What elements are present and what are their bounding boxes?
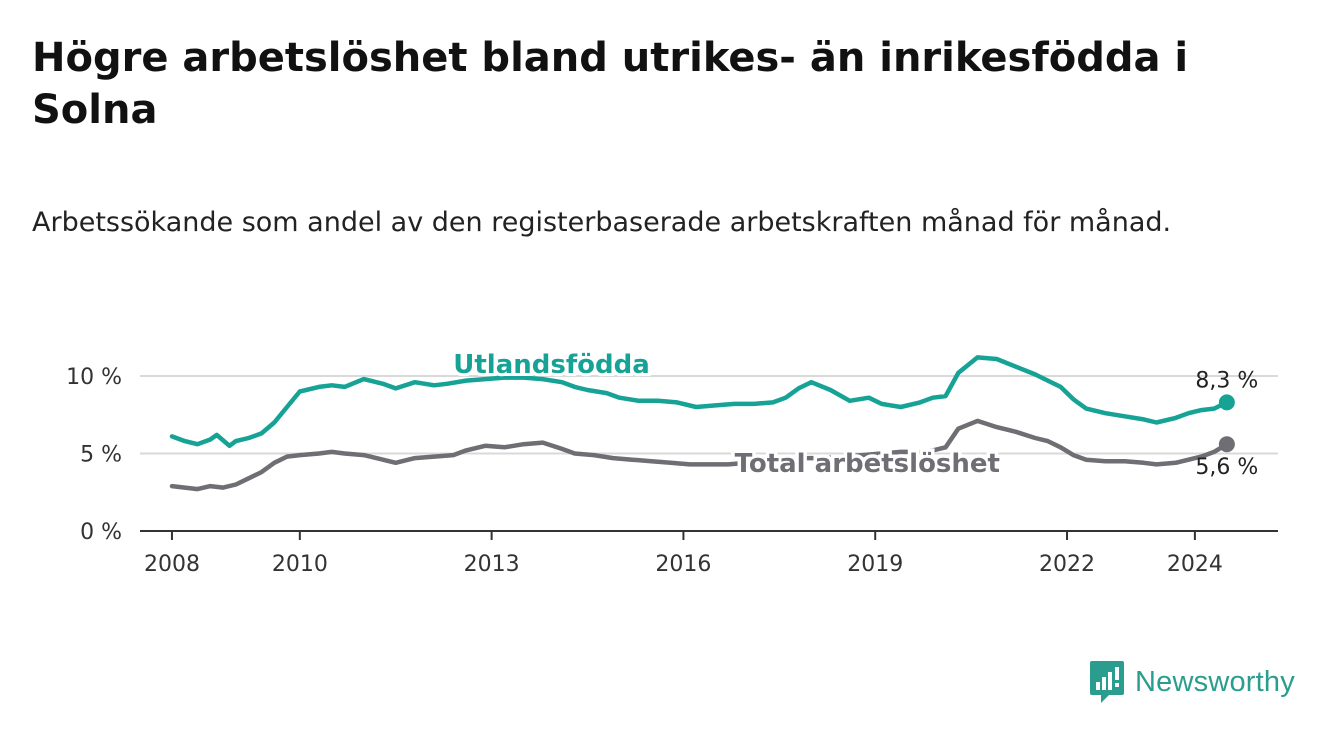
x-axis: 2008 2010 2013 2016 2019 2022 2024 xyxy=(140,530,1278,577)
brand: Newsworthy xyxy=(1089,660,1295,704)
x-tick-label: 2022 xyxy=(1039,552,1095,577)
series-label: Utlandsfödda xyxy=(453,350,650,380)
x-tick-label: 2019 xyxy=(847,552,903,577)
series-line xyxy=(169,418,1230,492)
chart-title: Högre arbetslöshet bland utrikes- än inr… xyxy=(32,35,1189,133)
series-end-point xyxy=(1218,436,1235,453)
chart-subtitle: Arbetssökande som andel av den registerb… xyxy=(32,207,1172,238)
end-value-label: 5,6 % xyxy=(1195,455,1258,480)
x-tick-label: 2008 xyxy=(144,552,200,577)
series-labels: Utlandsfödda Total arbetslöshet 8,3 % 5,6 % xyxy=(450,347,1258,483)
x-tick-label: 2013 xyxy=(464,552,520,577)
x-tick-label: 2024 xyxy=(1167,552,1223,577)
brand-name: Newsworthy xyxy=(1135,665,1295,698)
x-tick-label: 2016 xyxy=(655,552,711,577)
y-axis: 0 % 5 % 10 % xyxy=(66,365,122,545)
newsworthy-logo-icon xyxy=(1090,661,1124,703)
series-line xyxy=(169,355,1230,449)
series-end-point xyxy=(1218,394,1235,411)
y-tick-label: 10 % xyxy=(66,365,122,390)
y-tick-label: 0 % xyxy=(80,520,122,545)
end-value-label: 8,3 % xyxy=(1195,368,1258,393)
series-label: Total arbetslöshet xyxy=(735,449,1000,479)
series-group xyxy=(169,355,1235,492)
y-tick-label: 5 % xyxy=(80,443,122,468)
x-tick-label: 2010 xyxy=(272,552,328,577)
